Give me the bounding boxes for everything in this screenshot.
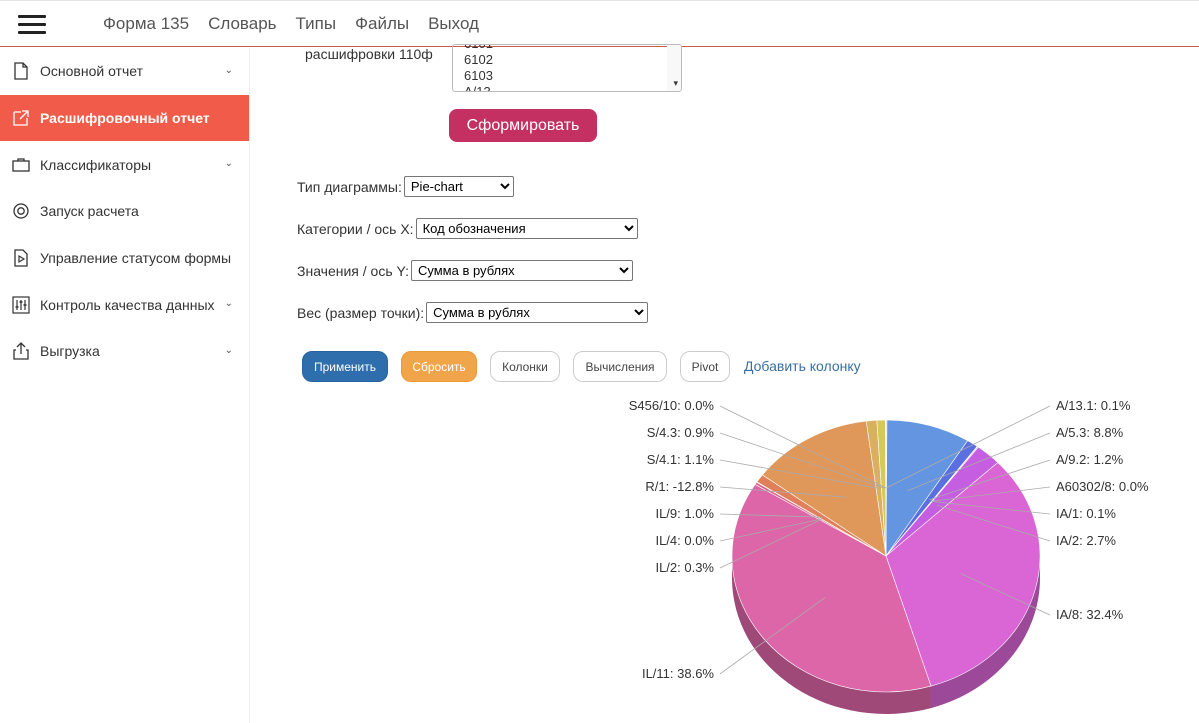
- pie-leader-line: [929, 459, 1051, 501]
- pie-leader-line: [937, 504, 1051, 542]
- x-axis-row: Категории / ось X: Код обозначения: [297, 218, 638, 239]
- chevron-down-icon: ⌄: [224, 158, 233, 170]
- pie-label-S456/10: S456/10: 0.0%: [629, 398, 715, 413]
- top-bar: Форма 135 Словарь Типы Файлы Выход: [0, 0, 1199, 47]
- pie-label-IA/2: IA/2: 2.7%: [1056, 533, 1116, 548]
- pie-slice-A/5.3[interactable]: [885, 419, 969, 557]
- columns-button[interactable]: Колонки: [490, 351, 560, 382]
- sidebar-item-label: Расшифровочный отчет: [40, 110, 210, 127]
- sidebar-item-data-quality[interactable]: Контроль качества данных ⌄: [0, 281, 249, 328]
- chevron-down-icon: ⌄: [224, 65, 233, 76]
- weight-row: Вес (размер точки): Сумма в рублях: [297, 302, 649, 323]
- y-axis-label: Значения / ось Y:: [297, 262, 409, 279]
- pie-leader-line: [907, 432, 1051, 492]
- sidebar-item-label: Запуск расчета: [40, 203, 139, 220]
- listbox-scrollbar[interactable]: [667, 45, 681, 91]
- nav-slovar[interactable]: Словарь: [208, 14, 277, 33]
- pie-side-IL/11: [732, 556, 931, 714]
- list-item[interactable]: 6103: [464, 68, 493, 83]
- sidebar-item-run-calc[interactable]: Запуск расчета: [0, 188, 249, 235]
- upload-icon: [12, 342, 30, 361]
- sidebar-item-label: Выгрузка: [40, 343, 100, 360]
- sidebar-item-label: Классификаторы: [40, 156, 152, 173]
- top-nav: Форма 135 Словарь Типы Файлы Выход: [103, 14, 479, 34]
- list-item[interactable]: A/13: [464, 84, 491, 92]
- chart-type-label: Тип диаграммы:: [297, 178, 402, 195]
- list-item[interactable]: 6101: [464, 45, 681, 52]
- pie-leader-line: [719, 519, 822, 569]
- pie-slice-IL/11[interactable]: [731, 484, 932, 693]
- menu-icon[interactable]: [18, 15, 46, 35]
- pie-leader-line: [719, 486, 848, 498]
- pie-leader-line: [719, 405, 887, 489]
- document-icon: [12, 62, 30, 80]
- sidebar-item-classifiers[interactable]: Классификаторы ⌄: [0, 141, 249, 188]
- pie-label-IA/1: IA/1: 0.1%: [1056, 506, 1116, 521]
- pie-slice-R/1[interactable]: [761, 420, 887, 557]
- reset-button[interactable]: Сбросить: [401, 351, 477, 382]
- pie-label-IL/9: IL/9: 1.0%: [655, 506, 714, 521]
- pie-label-IL/4: IL/4: 0.0%: [655, 533, 714, 548]
- list-item[interactable]: 6102: [464, 52, 493, 67]
- lifebuoy-icon: [12, 202, 30, 220]
- decode-listbox[interactable]: 6101 6102 6103 A/13: [452, 44, 682, 92]
- nav-vyhod[interactable]: Выход: [428, 14, 479, 33]
- chevron-down-icon: ⌄: [224, 345, 233, 357]
- calc-button[interactable]: Вычисления: [573, 351, 667, 382]
- sidebar-item-label: Основной отчет: [40, 63, 143, 80]
- pie-label-R/1: R/1: -12.8%: [645, 479, 714, 494]
- nav-faily[interactable]: Файлы: [355, 14, 410, 33]
- chart-type-select[interactable]: Pie-chart: [403, 176, 514, 197]
- pie-label-A60302/8: A60302/8: 0.0%: [1056, 479, 1149, 494]
- pie-label-A/5.3: A/5.3: 8.8%: [1056, 425, 1124, 440]
- nav-tipy[interactable]: Типы: [295, 14, 337, 33]
- pie-leader-line: [886, 405, 1051, 489]
- weight-select[interactable]: Сумма в рублях: [426, 302, 649, 323]
- sidebar-item-decode-report[interactable]: Расшифровочный отчет: [0, 94, 249, 142]
- nav-forma[interactable]: Форма 135: [103, 14, 190, 33]
- pie-chart: A/13.1: 0.1% A/5.3: 8.8% A/9.2: 1.2% A60302…: [629, 398, 1149, 714]
- main-content: расшифровки 110ф 6101 6102 6103 A/13 Сфо…: [251, 44, 1199, 723]
- pie-side-IA/8: [930, 556, 1040, 709]
- weight-label: Вес (размер точки):: [297, 304, 425, 321]
- pie-leader-line: [719, 459, 879, 489]
- pie-leader-line: [719, 597, 826, 675]
- sidebar-item-export[interactable]: Выгрузка ⌄: [0, 328, 249, 375]
- add-column-link[interactable]: Добавить колонку: [744, 358, 861, 374]
- external-link-icon: [12, 109, 30, 127]
- sliders-icon: [12, 296, 30, 314]
- pie-label-IL/2: IL/2: 0.3%: [655, 560, 714, 575]
- pie-leader-line: [719, 518, 822, 542]
- pie-label-IL/11: IL/11: 38.6%: [642, 666, 714, 681]
- chevron-down-icon: ⌄: [224, 298, 233, 310]
- sidebar-item-form-status[interactable]: Управление статусом формы: [0, 235, 249, 282]
- decode-list-label: расшифровки 110ф: [305, 46, 433, 62]
- pivot-button[interactable]: Pivot: [680, 351, 730, 382]
- pie-leader-line: [719, 513, 823, 518]
- pie-leader-line: [960, 572, 1051, 616]
- generate-button[interactable]: Сформировать: [449, 109, 597, 142]
- pie-leader-line: [931, 501, 1051, 515]
- sidebar-item-label: Управление статусом формы: [40, 250, 232, 267]
- pie-label-A/13.1: A/13.1: 0.1%: [1056, 398, 1131, 413]
- x-axis-select[interactable]: Код обозначения: [415, 218, 638, 239]
- apply-button[interactable]: Применить: [302, 351, 388, 382]
- sidebar: Основной отчет ⌄ Расшифровочный отчет Кл…: [0, 48, 250, 723]
- x-axis-label: Категории / ось X:: [297, 220, 414, 237]
- pie-leader-line: [931, 486, 1051, 502]
- pie-label-IA/8: IA/8: 32.4%: [1056, 607, 1124, 622]
- pie-label-S/4.3: S/4.3: 0.9%: [647, 425, 715, 440]
- sidebar-item-label: Контроль качества данных: [40, 296, 215, 313]
- sidebar-item-main-report[interactable]: Основной отчет ⌄: [0, 48, 249, 95]
- chart-type-row: Тип диаграммы: Pie-chart: [297, 176, 514, 197]
- pie-label-S/4.1: S/4.1: 1.1%: [647, 452, 715, 467]
- pie-label-A/9.2: A/9.2: 1.2%: [1056, 452, 1124, 467]
- briefcase-icon: [12, 156, 30, 174]
- y-axis-row: Значения / ось Y: Сумма в рублях: [297, 260, 633, 281]
- y-axis-select[interactable]: Сумма в рублях: [410, 260, 633, 281]
- play-file-icon: [12, 249, 30, 267]
- pie-leader-line: [719, 432, 884, 489]
